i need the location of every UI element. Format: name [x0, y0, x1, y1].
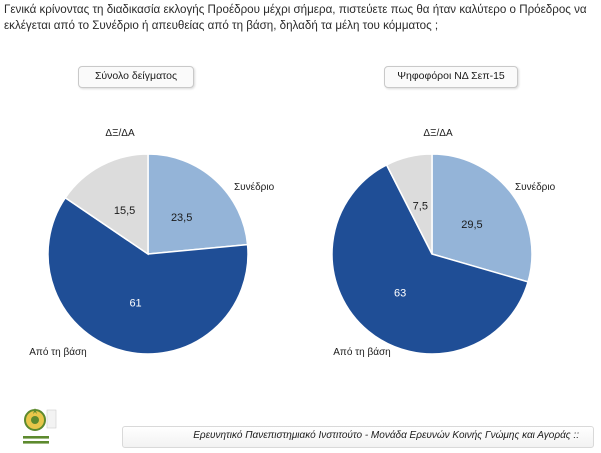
- value-label-congress-1: 29,5: [461, 219, 482, 231]
- pie-chart-nd-voters: 29,5 63 7,5: [331, 153, 533, 355]
- chart-title-total-sample: Σύνολο δείγματος: [78, 66, 194, 88]
- footer-bar: Ερευνητικό Πανεπιστημιακό Ινστιτούτο - Μ…: [122, 426, 594, 448]
- footer-institute-text: Ερευνητικό Πανεπιστημιακό Ινστιτούτο - Μ…: [193, 430, 579, 441]
- value-label-dk-0: 15,5: [114, 205, 135, 217]
- pie-chart-total-sample: 23,5 61 15,5: [47, 153, 249, 355]
- value-label-base-1: 63: [394, 288, 406, 300]
- value-label-base-0: 61: [129, 297, 141, 309]
- chart-title-nd-voters: Ψηφοφόροι ΝΔ Σεπ-15: [384, 66, 518, 88]
- slice-dk-1: [385, 153, 433, 255]
- slice-congress-0: [147, 153, 249, 255]
- value-label-dk-1: 7,5: [413, 200, 428, 212]
- label-congress-left: Συνέδριο: [234, 181, 275, 193]
- label-dk-left: ΔΞ/ΔΑ: [105, 128, 135, 139]
- slice-base-0: [47, 196, 249, 355]
- label-base-right: Από τη βάση: [333, 346, 390, 358]
- value-label-congress-0: 23,5: [171, 212, 192, 224]
- survey-question: Γενικά κρίνοντας τη διαδικασία εκλογής Π…: [4, 3, 587, 32]
- slice-congress-1: [431, 153, 533, 283]
- label-base-left: Από τη βάση: [29, 346, 86, 358]
- slice-dk-0: [64, 153, 149, 256]
- label-congress-right: Συνέδριο: [515, 181, 556, 193]
- label-dk-right: ΔΞ/ΔΑ: [423, 128, 453, 139]
- slice-base-1: [331, 163, 529, 355]
- university-logo: [22, 406, 62, 448]
